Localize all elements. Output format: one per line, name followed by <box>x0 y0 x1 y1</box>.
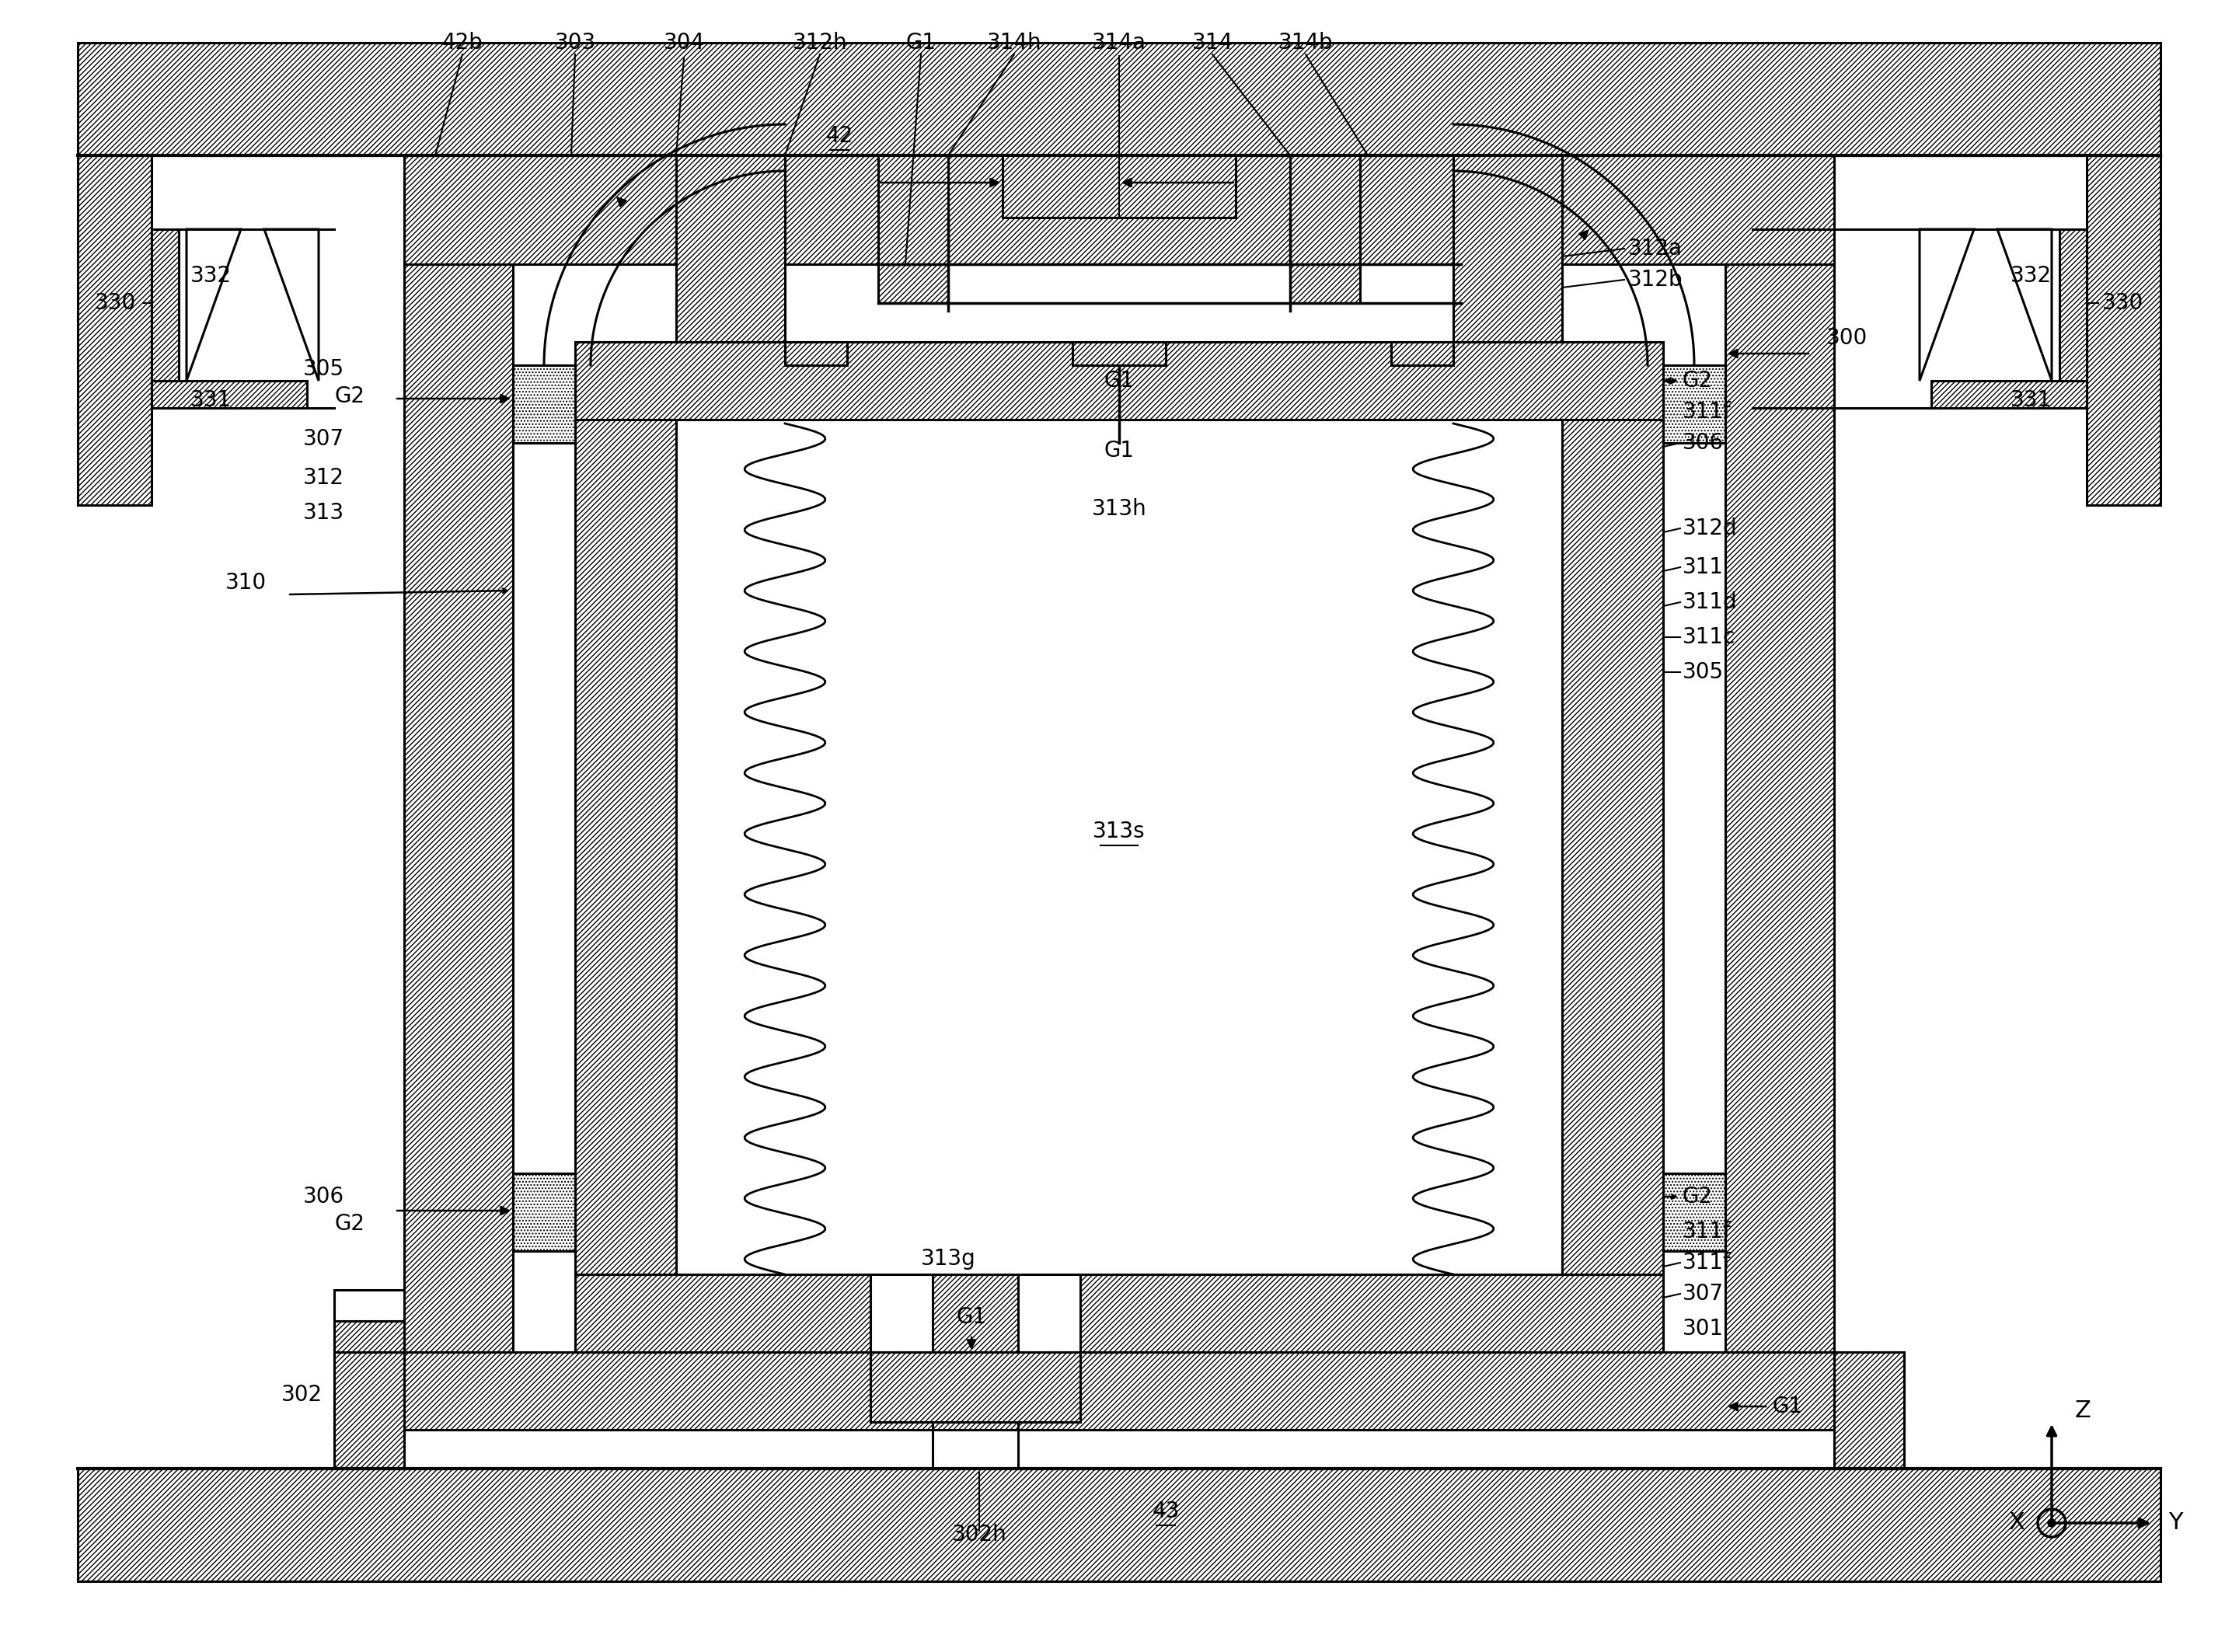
Text: 307: 307 <box>302 428 345 449</box>
Text: 306: 306 <box>1681 433 1724 454</box>
Text: G1: G1 <box>1104 439 1135 461</box>
Text: 312b: 312b <box>1628 269 1684 291</box>
Bar <box>403 264 513 1351</box>
Text: G2: G2 <box>334 385 365 406</box>
Text: 332: 332 <box>2011 264 2051 287</box>
Text: G1: G1 <box>1771 1396 1802 1417</box>
Bar <box>2060 230 2087 380</box>
Text: Z: Z <box>2076 1399 2091 1422</box>
Text: 311f: 311f <box>1681 1252 1731 1274</box>
Text: X: X <box>2008 1512 2024 1535</box>
Text: 312h: 312h <box>793 31 846 53</box>
Bar <box>334 1322 403 1351</box>
Bar <box>871 1274 934 1351</box>
Text: 311: 311 <box>1681 557 1724 578</box>
Bar <box>871 1351 1079 1422</box>
Text: 42: 42 <box>826 126 853 147</box>
Text: 43: 43 <box>1153 1500 1180 1521</box>
Text: G2: G2 <box>1681 370 1713 392</box>
Bar <box>513 365 575 443</box>
Text: 300: 300 <box>1827 327 1867 349</box>
Bar <box>1390 342 1453 365</box>
Text: 311f: 311f <box>1681 401 1731 423</box>
Text: 314b: 314b <box>1278 31 1332 53</box>
Text: G2: G2 <box>334 1213 365 1234</box>
Bar <box>1726 264 1834 1351</box>
Text: 310: 310 <box>226 572 266 593</box>
Bar <box>878 155 947 302</box>
Text: 42b: 42b <box>441 31 484 53</box>
Text: 314h: 314h <box>987 31 1041 53</box>
Bar <box>78 1469 2161 1581</box>
Text: 305: 305 <box>302 358 345 380</box>
Bar <box>78 43 2161 155</box>
Bar <box>1019 1274 1079 1351</box>
Text: 312a: 312a <box>1628 238 1681 259</box>
Text: 314: 314 <box>1191 31 1234 53</box>
Text: 311f: 311f <box>1681 1221 1731 1242</box>
Bar <box>152 380 307 408</box>
Bar <box>1003 155 1236 218</box>
Circle shape <box>2049 1520 2055 1526</box>
Text: 304: 304 <box>663 31 705 53</box>
Bar <box>1664 1173 1726 1251</box>
Text: G2: G2 <box>1681 1186 1713 1208</box>
Text: 305: 305 <box>1681 661 1724 682</box>
Bar <box>786 342 846 365</box>
Bar <box>575 342 676 1351</box>
Text: 302h: 302h <box>952 1523 1008 1546</box>
Bar <box>78 155 152 506</box>
Text: 313h: 313h <box>1093 499 1146 520</box>
Bar <box>513 1173 575 1251</box>
Text: 313: 313 <box>302 502 345 524</box>
Bar <box>152 230 179 380</box>
Text: 332: 332 <box>190 264 231 287</box>
Text: Y: Y <box>2167 1512 2183 1535</box>
Text: 312d: 312d <box>1681 517 1737 539</box>
Text: G1: G1 <box>1104 370 1135 392</box>
Text: 313g: 313g <box>920 1247 976 1270</box>
Bar <box>1563 342 1664 1351</box>
Text: 330: 330 <box>2102 292 2143 314</box>
Bar <box>2087 155 2161 506</box>
Text: G1: G1 <box>907 31 936 53</box>
Bar <box>334 1351 403 1469</box>
Bar <box>1932 380 2087 408</box>
Text: 301: 301 <box>1681 1318 1724 1340</box>
Text: 306: 306 <box>302 1186 345 1208</box>
Text: 331: 331 <box>2011 390 2051 411</box>
Text: 331: 331 <box>190 390 231 411</box>
Bar <box>334 1351 1903 1429</box>
Text: 312: 312 <box>302 468 345 489</box>
Text: 303: 303 <box>555 31 596 53</box>
Bar <box>1290 155 1359 302</box>
Text: 307: 307 <box>1681 1284 1724 1305</box>
Text: 311c: 311c <box>1681 626 1735 648</box>
Text: 330: 330 <box>94 292 137 314</box>
Text: 313s: 313s <box>1093 821 1146 843</box>
Bar <box>1072 342 1167 365</box>
Bar <box>334 1290 403 1351</box>
Bar <box>1834 1351 1903 1469</box>
Text: 302: 302 <box>282 1384 322 1406</box>
Text: 311d: 311d <box>1681 591 1737 613</box>
Bar <box>575 342 1664 420</box>
Text: 314a: 314a <box>1093 31 1146 53</box>
Bar <box>1453 155 1563 342</box>
Bar <box>575 1274 1664 1351</box>
Bar <box>403 155 1834 264</box>
Bar <box>676 155 786 342</box>
Bar <box>1664 365 1726 443</box>
Text: G1: G1 <box>956 1307 987 1328</box>
